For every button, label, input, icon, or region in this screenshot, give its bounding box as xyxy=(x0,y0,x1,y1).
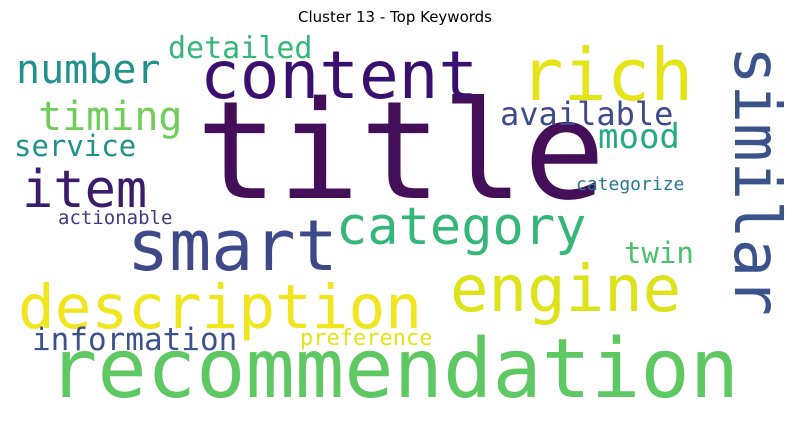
word-available: available xyxy=(500,95,674,133)
word-smart: smart xyxy=(127,205,338,287)
word-title: title xyxy=(196,73,606,231)
word-timing: timing xyxy=(38,94,183,140)
word-item: item xyxy=(22,160,148,220)
word-detailed: detailed xyxy=(168,31,313,66)
word-category: category xyxy=(336,197,587,257)
word-engine: engine xyxy=(450,253,682,327)
chart-title: Cluster 13 - Top Keywords xyxy=(297,8,492,26)
word-cloud: title recommendation content rich simila… xyxy=(14,31,790,417)
word-twin: twin xyxy=(624,236,694,270)
word-description: description xyxy=(18,272,422,343)
word-mood: mood xyxy=(598,117,680,157)
word-recommendation: recommendation xyxy=(48,322,740,417)
word-similar: similar xyxy=(719,46,790,316)
word-information: information xyxy=(32,322,238,358)
word-actionable: actionable xyxy=(58,207,173,229)
word-number: number xyxy=(16,47,161,93)
word-rich: rich xyxy=(520,33,694,117)
word-service: service xyxy=(14,129,137,163)
word-preference: preference xyxy=(300,326,433,351)
word-categorize: categorize xyxy=(576,174,685,195)
word-content: content xyxy=(200,37,479,114)
